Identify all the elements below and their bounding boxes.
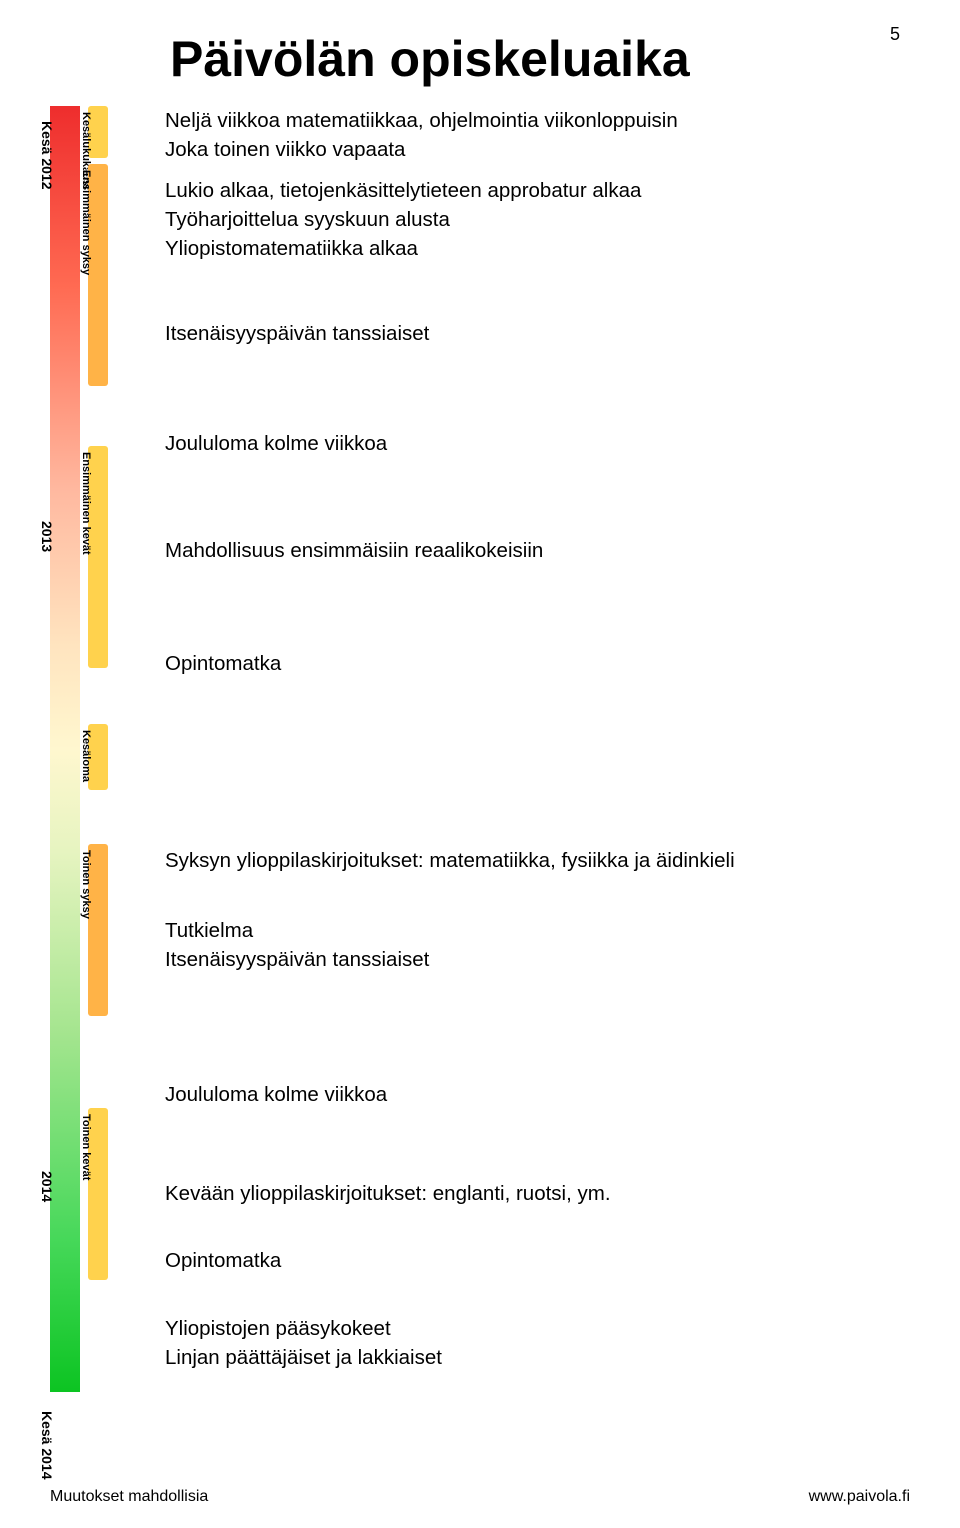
text-block: Joululoma kolme viikkoa	[165, 1082, 900, 1111]
text-line: Opintomatka	[165, 1248, 900, 1273]
year-label: Kesä 2014	[39, 1411, 55, 1480]
page-number: 5	[890, 24, 900, 45]
text-line: Tutkielma	[165, 918, 900, 943]
footer-left: Muutokset mahdollisia	[50, 1488, 208, 1506]
text-line: Lukio alkaa, tietojenkäsittelytieteen ap…	[165, 178, 900, 203]
text-line: Opintomatka	[165, 651, 900, 676]
period-label: Toinen syksy	[80, 850, 92, 919]
page-title: Päivölän opiskeluaika	[170, 30, 910, 88]
text-block: Neljä viikkoa matematiikkaa, ohjelmointi…	[165, 108, 900, 166]
text-block: Mahdollisuus ensimmäisiin reaalikokeisii…	[165, 538, 900, 567]
period-label: Toinen kevät	[80, 1114, 92, 1180]
text-line: Mahdollisuus ensimmäisiin reaalikokeisii…	[165, 538, 900, 563]
text-line: Yliopistomatematiikka alkaa	[165, 236, 900, 261]
content-area: Kesä 201220132014Kesä 2014 Kesälukukausi…	[50, 106, 910, 1446]
text-line: Itsenäisyyspäivän tanssiaiset	[165, 947, 900, 972]
text-block: Syksyn ylioppilaskirjoitukset: matematii…	[165, 848, 900, 877]
text-block: Kevään ylioppilaskirjoitukset: englanti,…	[165, 1181, 900, 1210]
text-block: Joululoma kolme viikkoa	[165, 431, 900, 460]
text-block: Itsenäisyyspäivän tanssiaiset	[165, 321, 900, 350]
text-line: Kevään ylioppilaskirjoitukset: englanti,…	[165, 1181, 900, 1206]
text-block: Opintomatka	[165, 651, 900, 680]
text-line: Itsenäisyyspäivän tanssiaiset	[165, 321, 900, 346]
text-line: Linjan päättäjäiset ja lakkiaiset	[165, 1345, 900, 1370]
text-block: Opintomatka	[165, 1248, 900, 1277]
period-label: Ensimmäinen syksy	[80, 170, 92, 275]
footer-right: www.paivola.fi	[809, 1488, 910, 1506]
text-line: Neljä viikkoa matematiikkaa, ohjelmointi…	[165, 108, 900, 133]
text-block: Lukio alkaa, tietojenkäsittelytieteen ap…	[165, 178, 900, 265]
text-block: Tutkielma Itsenäisyyspäivän tanssiaiset	[165, 918, 900, 976]
text-line: Yliopistojen pääsykokeet	[165, 1316, 900, 1341]
text-line: Joululoma kolme viikkoa	[165, 1082, 900, 1107]
text-line: Syksyn ylioppilaskirjoitukset: matematii…	[165, 848, 900, 873]
footer: Muutokset mahdollisia www.paivola.fi	[50, 1488, 910, 1506]
text-line: Joululoma kolme viikkoa	[165, 431, 900, 456]
year-label: 2013	[39, 521, 55, 552]
year-label: Kesä 2012	[39, 121, 55, 190]
text-block: Yliopistojen pääsykokeet Linjan päättäjäi…	[165, 1316, 900, 1374]
year-label: 2014	[39, 1171, 55, 1202]
text-line: Joka toinen viikko vapaata	[165, 137, 900, 162]
period-label: Ensimmäinen kevät	[80, 452, 92, 555]
period-label: Kesäloma	[80, 730, 92, 782]
text-line: Työharjoittelua syyskuun alusta	[165, 207, 900, 232]
